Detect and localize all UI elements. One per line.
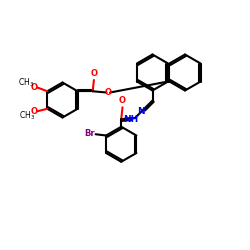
Text: CH$_3$: CH$_3$ [18, 76, 34, 89]
Text: O: O [31, 107, 38, 116]
Text: CH$_3$: CH$_3$ [19, 110, 35, 122]
Text: O: O [119, 96, 126, 105]
Text: N: N [137, 106, 144, 116]
Text: O: O [105, 88, 112, 97]
Text: Br: Br [84, 129, 95, 138]
Text: O: O [91, 69, 98, 78]
Text: NH: NH [124, 115, 139, 124]
Text: O: O [31, 83, 38, 92]
